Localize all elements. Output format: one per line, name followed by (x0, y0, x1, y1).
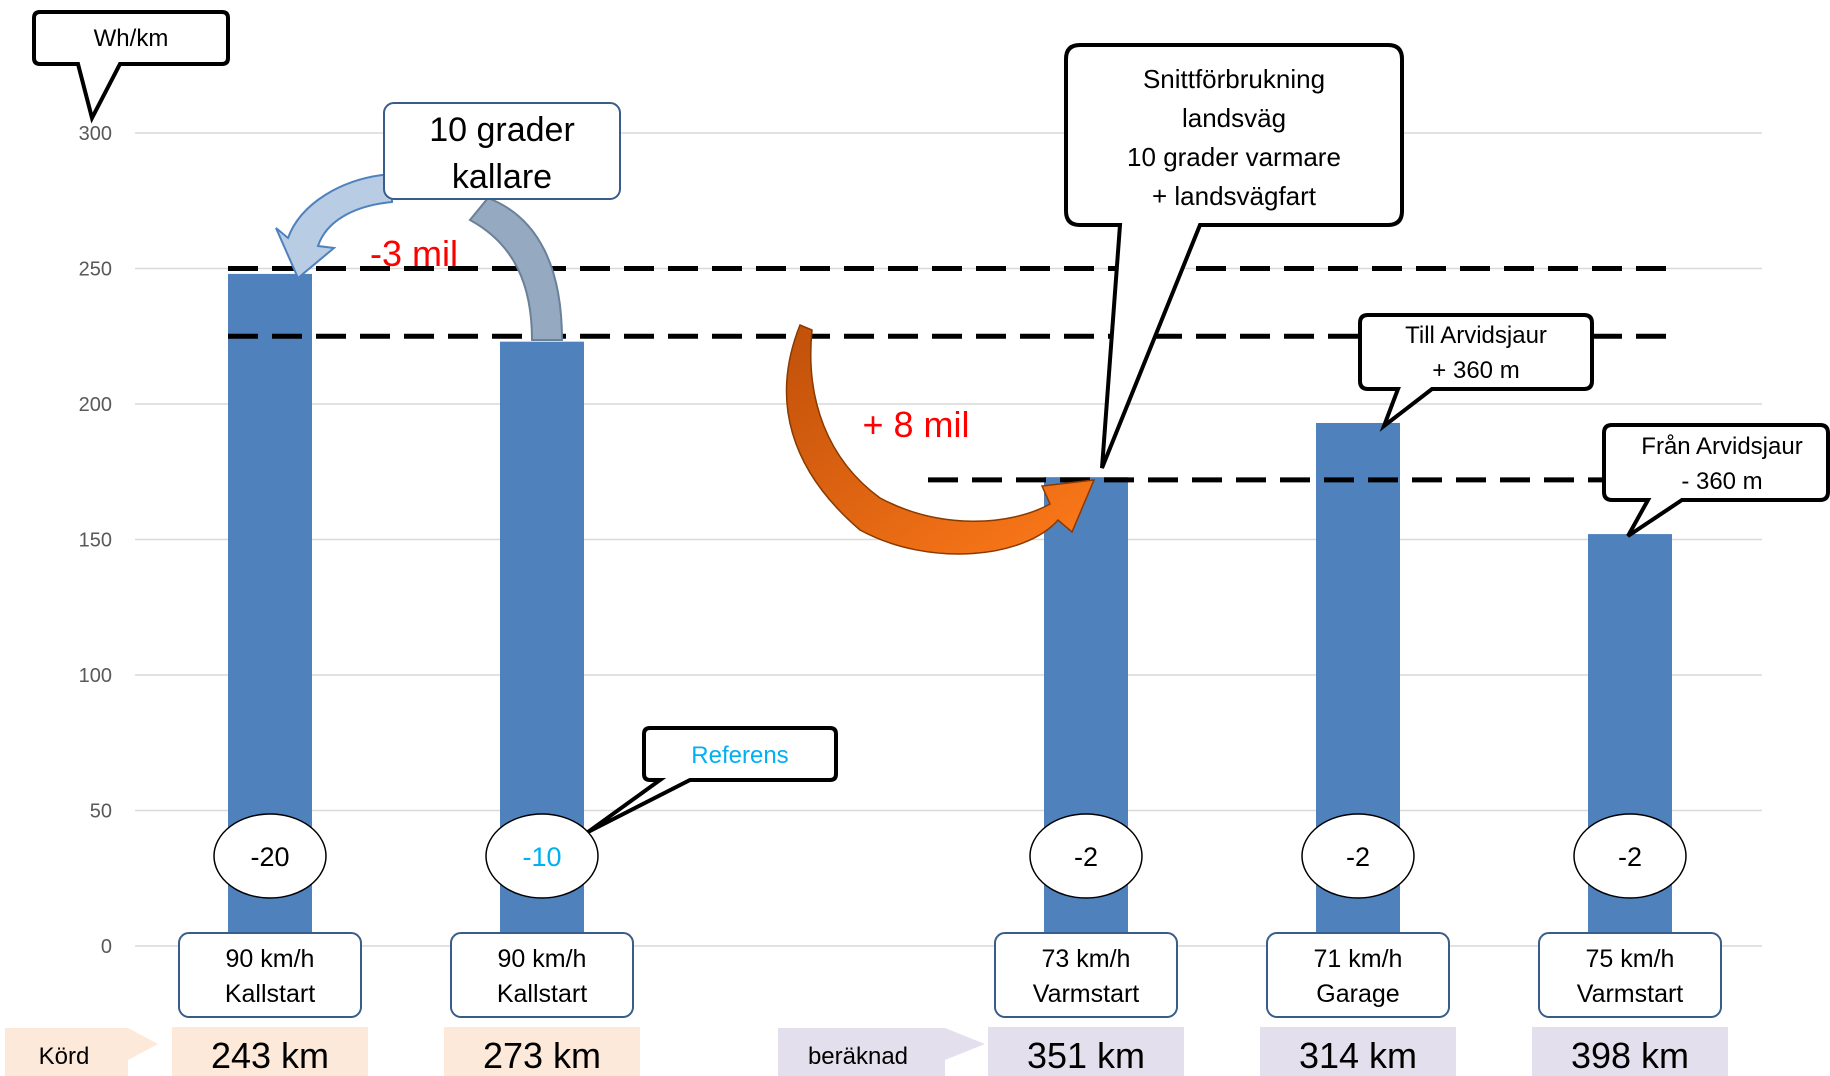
curved-arrow-right-icon (468, 196, 564, 341)
start-label: Garage (1316, 980, 1399, 1008)
curved-arrow-orange-icon (785, 324, 1096, 555)
temperature-bubble (213, 813, 327, 899)
y-tick-label: 250 (79, 259, 112, 281)
colder-line-1: 10 grader (429, 111, 575, 149)
temperature-bubble (1301, 813, 1415, 899)
speed-label: 90 km/h (226, 945, 315, 973)
reference-label: Referens (691, 742, 788, 769)
from-arvidsjaur-callout: Från Arvidsjaur - 360 m (1602, 423, 1830, 538)
from-arvidsjaur-line-2: - 360 m (1681, 468, 1762, 495)
category-box (450, 932, 634, 1018)
y-tick-label: 300 (79, 123, 112, 145)
temperature-label: -2 (1074, 842, 1098, 872)
temperature-bubble (1029, 813, 1143, 899)
temperature-label: -10 (522, 842, 561, 872)
range-label: 273 km (483, 1035, 601, 1076)
range-cell (988, 1027, 1184, 1076)
plus-annotation: + 8 mil (862, 404, 969, 445)
temperature-bubble (1573, 813, 1687, 899)
calculated-label: beräknad (808, 1043, 908, 1070)
speed-label: 73 km/h (1042, 945, 1131, 973)
range-cell (444, 1027, 640, 1076)
y-tick-label: 0 (101, 936, 112, 958)
y-tick-label: 150 (79, 530, 112, 552)
range-cell (1532, 1027, 1728, 1076)
average-line-2: landsväg (1182, 103, 1286, 133)
range-label: 314 km (1299, 1035, 1417, 1076)
speed-label: 90 km/h (498, 945, 587, 973)
driven-row-label: Körd (5, 1028, 158, 1076)
calculated-row-label: beräknad (778, 1028, 985, 1076)
category-box (178, 932, 362, 1018)
y-tick-label: 50 (90, 801, 112, 823)
range-label: 351 km (1027, 1035, 1145, 1076)
start-label: Kallstart (225, 980, 315, 1008)
average-line-3: 10 grader varmare (1127, 142, 1341, 172)
range-label: 398 km (1571, 1035, 1689, 1076)
range-label: 243 km (211, 1035, 329, 1076)
start-label: Kallstart (497, 980, 587, 1008)
bar-labels: -20 90 km/h Kallstart 243 km -10 90 km/h Kalls… (172, 813, 1728, 1076)
category-box (1538, 932, 1722, 1018)
y-axis-ticks: 0 50 100 150 200 250 300 (79, 123, 112, 958)
average-callout: Snittförbrukning landsväg 10 grader varm… (1064, 43, 1404, 469)
y-tick-label: 100 (79, 665, 112, 687)
y-axis-label-callout: Wh/km (32, 10, 230, 124)
start-label: Varmstart (1577, 980, 1684, 1008)
y-tick-label: 200 (79, 394, 112, 416)
to-arvidsjaur-line-2: + 360 m (1432, 357, 1519, 384)
speed-label: 71 km/h (1314, 945, 1403, 973)
temperature-label: -2 (1618, 842, 1642, 872)
category-box (994, 932, 1178, 1018)
to-arvidsjaur-callout: Till Arvidsjaur + 360 m (1358, 313, 1594, 432)
category-box (1266, 932, 1450, 1018)
temperature-bubble (485, 813, 599, 899)
driven-label: Körd (39, 1043, 90, 1070)
minus-annotation: -3 mil (370, 233, 458, 274)
from-arvidsjaur-line-1: Från Arvidsjaur (1641, 433, 1802, 460)
start-label: Varmstart (1033, 980, 1140, 1008)
temperature-label: -20 (250, 842, 289, 872)
speed-label: 75 km/h (1586, 945, 1675, 973)
colder-line-2: kallare (452, 158, 552, 196)
reference-callout: Referens (586, 726, 838, 834)
average-line-1: Snittförbrukning (1143, 64, 1325, 94)
curved-arrow-left-icon (275, 172, 393, 280)
colder-callout: 10 grader kallare (383, 102, 621, 200)
range-cell (172, 1027, 368, 1076)
range-cell (1260, 1027, 1456, 1076)
to-arvidsjaur-line-1: Till Arvidsjaur (1405, 322, 1547, 349)
average-line-4: + landsvägfart (1152, 181, 1317, 211)
temperature-label: -2 (1346, 842, 1370, 872)
y-axis-label: Wh/km (94, 25, 169, 52)
